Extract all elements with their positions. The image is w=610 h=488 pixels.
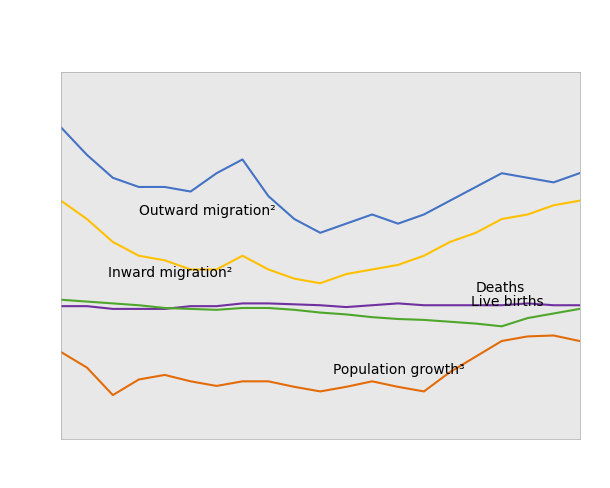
Text: Live births: Live births [471, 295, 544, 308]
Text: Population growth³: Population growth³ [333, 363, 465, 376]
Text: Outward migration²: Outward migration² [139, 204, 275, 218]
Text: Inward migration²: Inward migration² [107, 265, 232, 279]
Text: Deaths: Deaths [476, 280, 525, 294]
